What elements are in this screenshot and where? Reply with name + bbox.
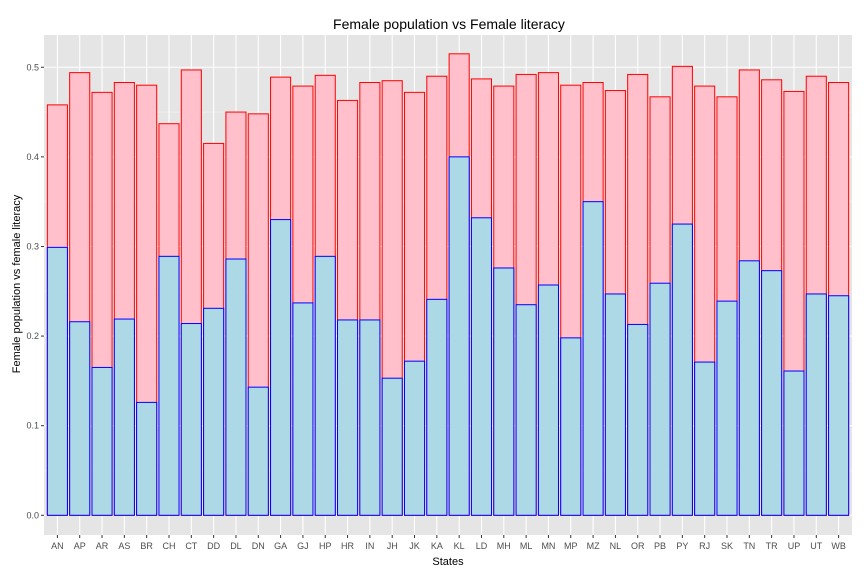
x-tick-label: SK xyxy=(721,541,733,551)
y-tick-label: 0.4 xyxy=(26,152,39,162)
x-tick-label: RJ xyxy=(699,541,710,551)
bar-ga-series-2 xyxy=(270,219,292,516)
bar-ct-series-2 xyxy=(180,323,202,516)
x-tick-label: AP xyxy=(74,541,86,551)
x-tick-label: KL xyxy=(454,541,465,551)
x-tick-label: PY xyxy=(676,541,688,551)
x-tick-label: MZ xyxy=(587,541,600,551)
bar-gj-series-2 xyxy=(292,302,314,516)
bar-in-series-2 xyxy=(359,319,381,516)
x-tick-label: MN xyxy=(541,541,555,551)
x-tick-label: JH xyxy=(387,541,398,551)
bar-hp-series-2 xyxy=(314,255,336,516)
x-tick-label: GA xyxy=(274,541,287,551)
x-tick-label: NL xyxy=(610,541,622,551)
x-tick-label: AR xyxy=(96,541,109,551)
bar-dd-series-2 xyxy=(203,307,225,516)
x-tick-label: ML xyxy=(520,541,533,551)
bar-mn-series-2 xyxy=(537,284,559,516)
x-tick-label: MH xyxy=(497,541,511,551)
x-tick-label: PB xyxy=(654,541,666,551)
y-tick-label: 0.2 xyxy=(26,331,39,341)
bar-jh-series-2 xyxy=(381,377,403,516)
bar-tr-series-2 xyxy=(761,270,783,516)
x-tick-label: HR xyxy=(341,541,354,551)
x-tick-label: LD xyxy=(476,541,488,551)
x-tick-label: JK xyxy=(409,541,420,551)
bar-ml-series-2 xyxy=(515,304,537,516)
bar-ch-series-2 xyxy=(158,255,180,516)
x-tick-label: BR xyxy=(140,541,153,551)
x-tick-label: MP xyxy=(564,541,578,551)
bar-mh-series-2 xyxy=(493,267,515,516)
bar-pb-series-2 xyxy=(649,282,671,516)
bar-mz-series-2 xyxy=(582,201,604,516)
bar-nl-series-2 xyxy=(604,293,626,516)
bar-jk-series-2 xyxy=(403,360,426,516)
y-axis-ticks: 0.0 0.1 0.2 0.3 0.4 0.5 xyxy=(26,62,44,520)
x-tick-label: GJ xyxy=(297,541,309,551)
bar-ut-series-2 xyxy=(805,293,827,516)
bar-up-series-2 xyxy=(783,370,805,516)
bar-dl-series-2 xyxy=(225,258,247,516)
bar-ka-series-2 xyxy=(426,298,448,516)
x-tick-label: DL xyxy=(230,541,242,551)
bar-as-series-2 xyxy=(113,318,135,516)
x-tick-label: CT xyxy=(185,541,197,551)
x-tick-label: DD xyxy=(207,541,220,551)
x-tick-label: OR xyxy=(631,541,645,551)
bar-ar-series-2 xyxy=(91,366,113,516)
x-tick-label: TN xyxy=(743,541,755,551)
x-axis-ticks: AN AP AR AS BR CH CT DD DL DN GA GJ HP HR IN JH JK KA KL LD… xyxy=(51,535,846,551)
y-tick-label: 0.5 xyxy=(26,62,39,72)
bar-tn-series-2 xyxy=(738,260,760,516)
x-tick-label: AN xyxy=(51,541,64,551)
bar-mp-series-2 xyxy=(560,337,582,516)
bar-dn-series-2 xyxy=(247,386,269,516)
x-axis-title: States xyxy=(432,556,464,568)
y-axis-title: Female population vs female literacy xyxy=(11,194,23,373)
bar-py-series-2 xyxy=(671,223,693,516)
x-tick-label: AS xyxy=(118,541,130,551)
x-tick-label: TR xyxy=(766,541,778,551)
bar-ap-series-2 xyxy=(69,321,91,516)
x-tick-label: HP xyxy=(319,541,332,551)
y-tick-label: 0.0 xyxy=(26,510,39,520)
y-tick-label: 0.3 xyxy=(26,241,39,251)
bar-wb-series-2 xyxy=(828,295,850,516)
bar-rj-series-2 xyxy=(694,361,716,516)
bars xyxy=(46,53,850,516)
bar-hr-series-2 xyxy=(337,319,359,516)
y-tick-label: 0.1 xyxy=(26,421,39,431)
bar-or-series-2 xyxy=(627,323,649,516)
x-tick-label: UP xyxy=(788,541,801,551)
x-tick-label: WB xyxy=(831,541,846,551)
x-tick-label: CH xyxy=(162,541,175,551)
bar-an-series-2 xyxy=(46,246,68,516)
bar-sk-series-2 xyxy=(716,300,738,516)
chart-title: Female population vs Female literacy xyxy=(333,16,565,32)
x-tick-label: UT xyxy=(810,541,822,551)
bar-ld-series-2 xyxy=(470,217,493,516)
bar-br-series-2 xyxy=(136,401,158,516)
x-tick-label: IN xyxy=(365,541,374,551)
x-tick-label: DN xyxy=(252,541,265,551)
bar-kl-series-2 xyxy=(448,156,470,516)
x-tick-label: KA xyxy=(431,541,443,551)
